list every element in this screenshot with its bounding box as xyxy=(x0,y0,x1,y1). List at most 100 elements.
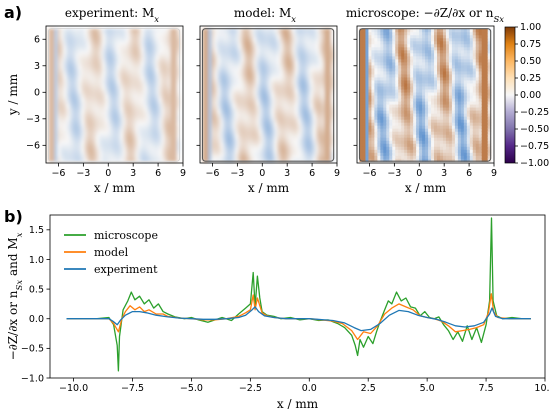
heatmap-cell xyxy=(282,106,287,111)
heatmap-cell xyxy=(93,116,97,120)
heatmap-cell xyxy=(140,152,145,156)
heatmap-cell xyxy=(63,137,67,141)
heatmap-cell xyxy=(312,116,317,120)
heatmap-cell xyxy=(214,125,218,129)
heatmap-cell xyxy=(48,49,53,54)
heatmap-cell xyxy=(173,88,178,93)
heatmap-cell xyxy=(392,61,396,66)
heatmap-cell xyxy=(256,116,260,120)
heatmap-cell xyxy=(152,34,157,39)
heatmap-cell xyxy=(66,79,70,84)
heatmap-cell xyxy=(315,110,320,114)
heatmap-cell xyxy=(72,79,76,84)
heatmap-cell xyxy=(72,113,76,117)
heatmap-cell xyxy=(99,149,103,153)
heatmap-cell xyxy=(126,82,130,87)
heatmap-cell xyxy=(170,55,175,60)
heatmap-cell xyxy=(57,76,62,81)
heatmap-cell xyxy=(377,88,381,93)
heatmap-cell xyxy=(380,46,384,51)
heatmap-cell xyxy=(96,125,100,129)
heatmap-cell xyxy=(214,143,218,147)
heatmap-cell xyxy=(99,43,103,48)
heatmap-cell xyxy=(265,140,269,144)
heatmap-cell xyxy=(134,91,139,96)
heatmap-cell xyxy=(262,28,266,33)
heatmap-cell xyxy=(90,64,94,69)
heatmap-cell xyxy=(134,67,139,72)
heatmap-cell xyxy=(398,131,402,135)
heatmap-cell xyxy=(280,100,284,105)
heatmap-cell xyxy=(410,110,414,114)
heatmap-cell xyxy=(306,49,311,54)
heatmap-cell xyxy=(359,119,364,123)
heatmap-cell xyxy=(60,149,64,153)
heatmap-cell xyxy=(419,106,423,111)
heatmap-cell xyxy=(256,137,260,141)
heatmap-cell xyxy=(327,61,332,66)
heatmap-cell xyxy=(54,52,59,57)
heatmap-cell xyxy=(214,85,218,90)
heatmap-cell xyxy=(247,64,251,69)
sample-outline xyxy=(48,28,181,162)
heatmap-cell xyxy=(93,73,97,78)
heatmap-cell xyxy=(368,34,373,39)
heatmap-cell xyxy=(164,125,169,129)
heatmap-cell xyxy=(241,97,245,102)
heatmap-cell xyxy=(392,73,396,78)
heatmap-cell xyxy=(359,52,364,57)
heatmap-cell xyxy=(303,122,308,126)
heatmap-cell xyxy=(226,28,230,33)
heatmap-cell xyxy=(395,110,399,114)
heatmap-cell xyxy=(155,106,160,111)
heatmap-cell xyxy=(152,113,157,117)
heatmap-cell xyxy=(265,158,269,162)
heatmap-cell xyxy=(120,37,124,42)
heatmap-cell xyxy=(309,106,314,111)
heatmap-cell xyxy=(137,122,142,126)
heatmap-cell xyxy=(407,137,411,141)
heatmap-cell xyxy=(226,152,230,156)
heatmap-cell xyxy=(259,85,263,90)
heatmap-cell xyxy=(214,152,218,156)
heatmap-cell xyxy=(362,119,367,123)
heatmap-cell xyxy=(303,88,308,93)
heatmap-cell xyxy=(158,67,163,72)
heatmap-cell xyxy=(422,85,426,90)
heatmap-cell xyxy=(262,61,266,66)
heatmap-cell xyxy=(404,67,408,72)
heatmap-cell xyxy=(300,76,305,81)
heatmap-cell xyxy=(75,152,79,156)
heatmap-cell xyxy=(377,64,381,69)
heatmap-cell xyxy=(102,34,106,39)
heatmap-cell xyxy=(143,94,148,99)
heatmap-cell xyxy=(111,49,115,54)
heatmap-cell xyxy=(63,49,67,54)
heatmap-cell xyxy=(282,94,287,99)
heatmap-cell xyxy=(265,37,269,42)
heatmap-cell xyxy=(137,158,142,162)
heatmap-cell xyxy=(173,106,178,111)
x-tick-label: 3 xyxy=(284,168,290,179)
heatmap-cell xyxy=(235,94,239,99)
heatmap-cell xyxy=(90,100,94,105)
heatmap-cell xyxy=(271,76,275,81)
heatmap-cell xyxy=(114,52,118,57)
heatmap-cell xyxy=(211,91,216,96)
heatmap-cell xyxy=(359,28,364,33)
heatmap-cell xyxy=(300,122,305,126)
heatmap-cell xyxy=(48,46,53,51)
heatmap-cell xyxy=(306,67,311,72)
heatmap-cell xyxy=(114,67,118,72)
heatmap-cell xyxy=(155,52,160,57)
heatmap-cell xyxy=(318,146,323,150)
heatmap-cell xyxy=(291,137,296,141)
heatmap-cell xyxy=(173,140,178,144)
heatmap-cell xyxy=(288,116,293,120)
heatmap-cell xyxy=(105,149,109,153)
heatmap-cell xyxy=(422,125,426,129)
heatmap-cell xyxy=(75,122,79,126)
heatmap-cell xyxy=(202,116,207,120)
heatmap-cell xyxy=(262,158,266,162)
heatmap-cell xyxy=(57,55,62,60)
